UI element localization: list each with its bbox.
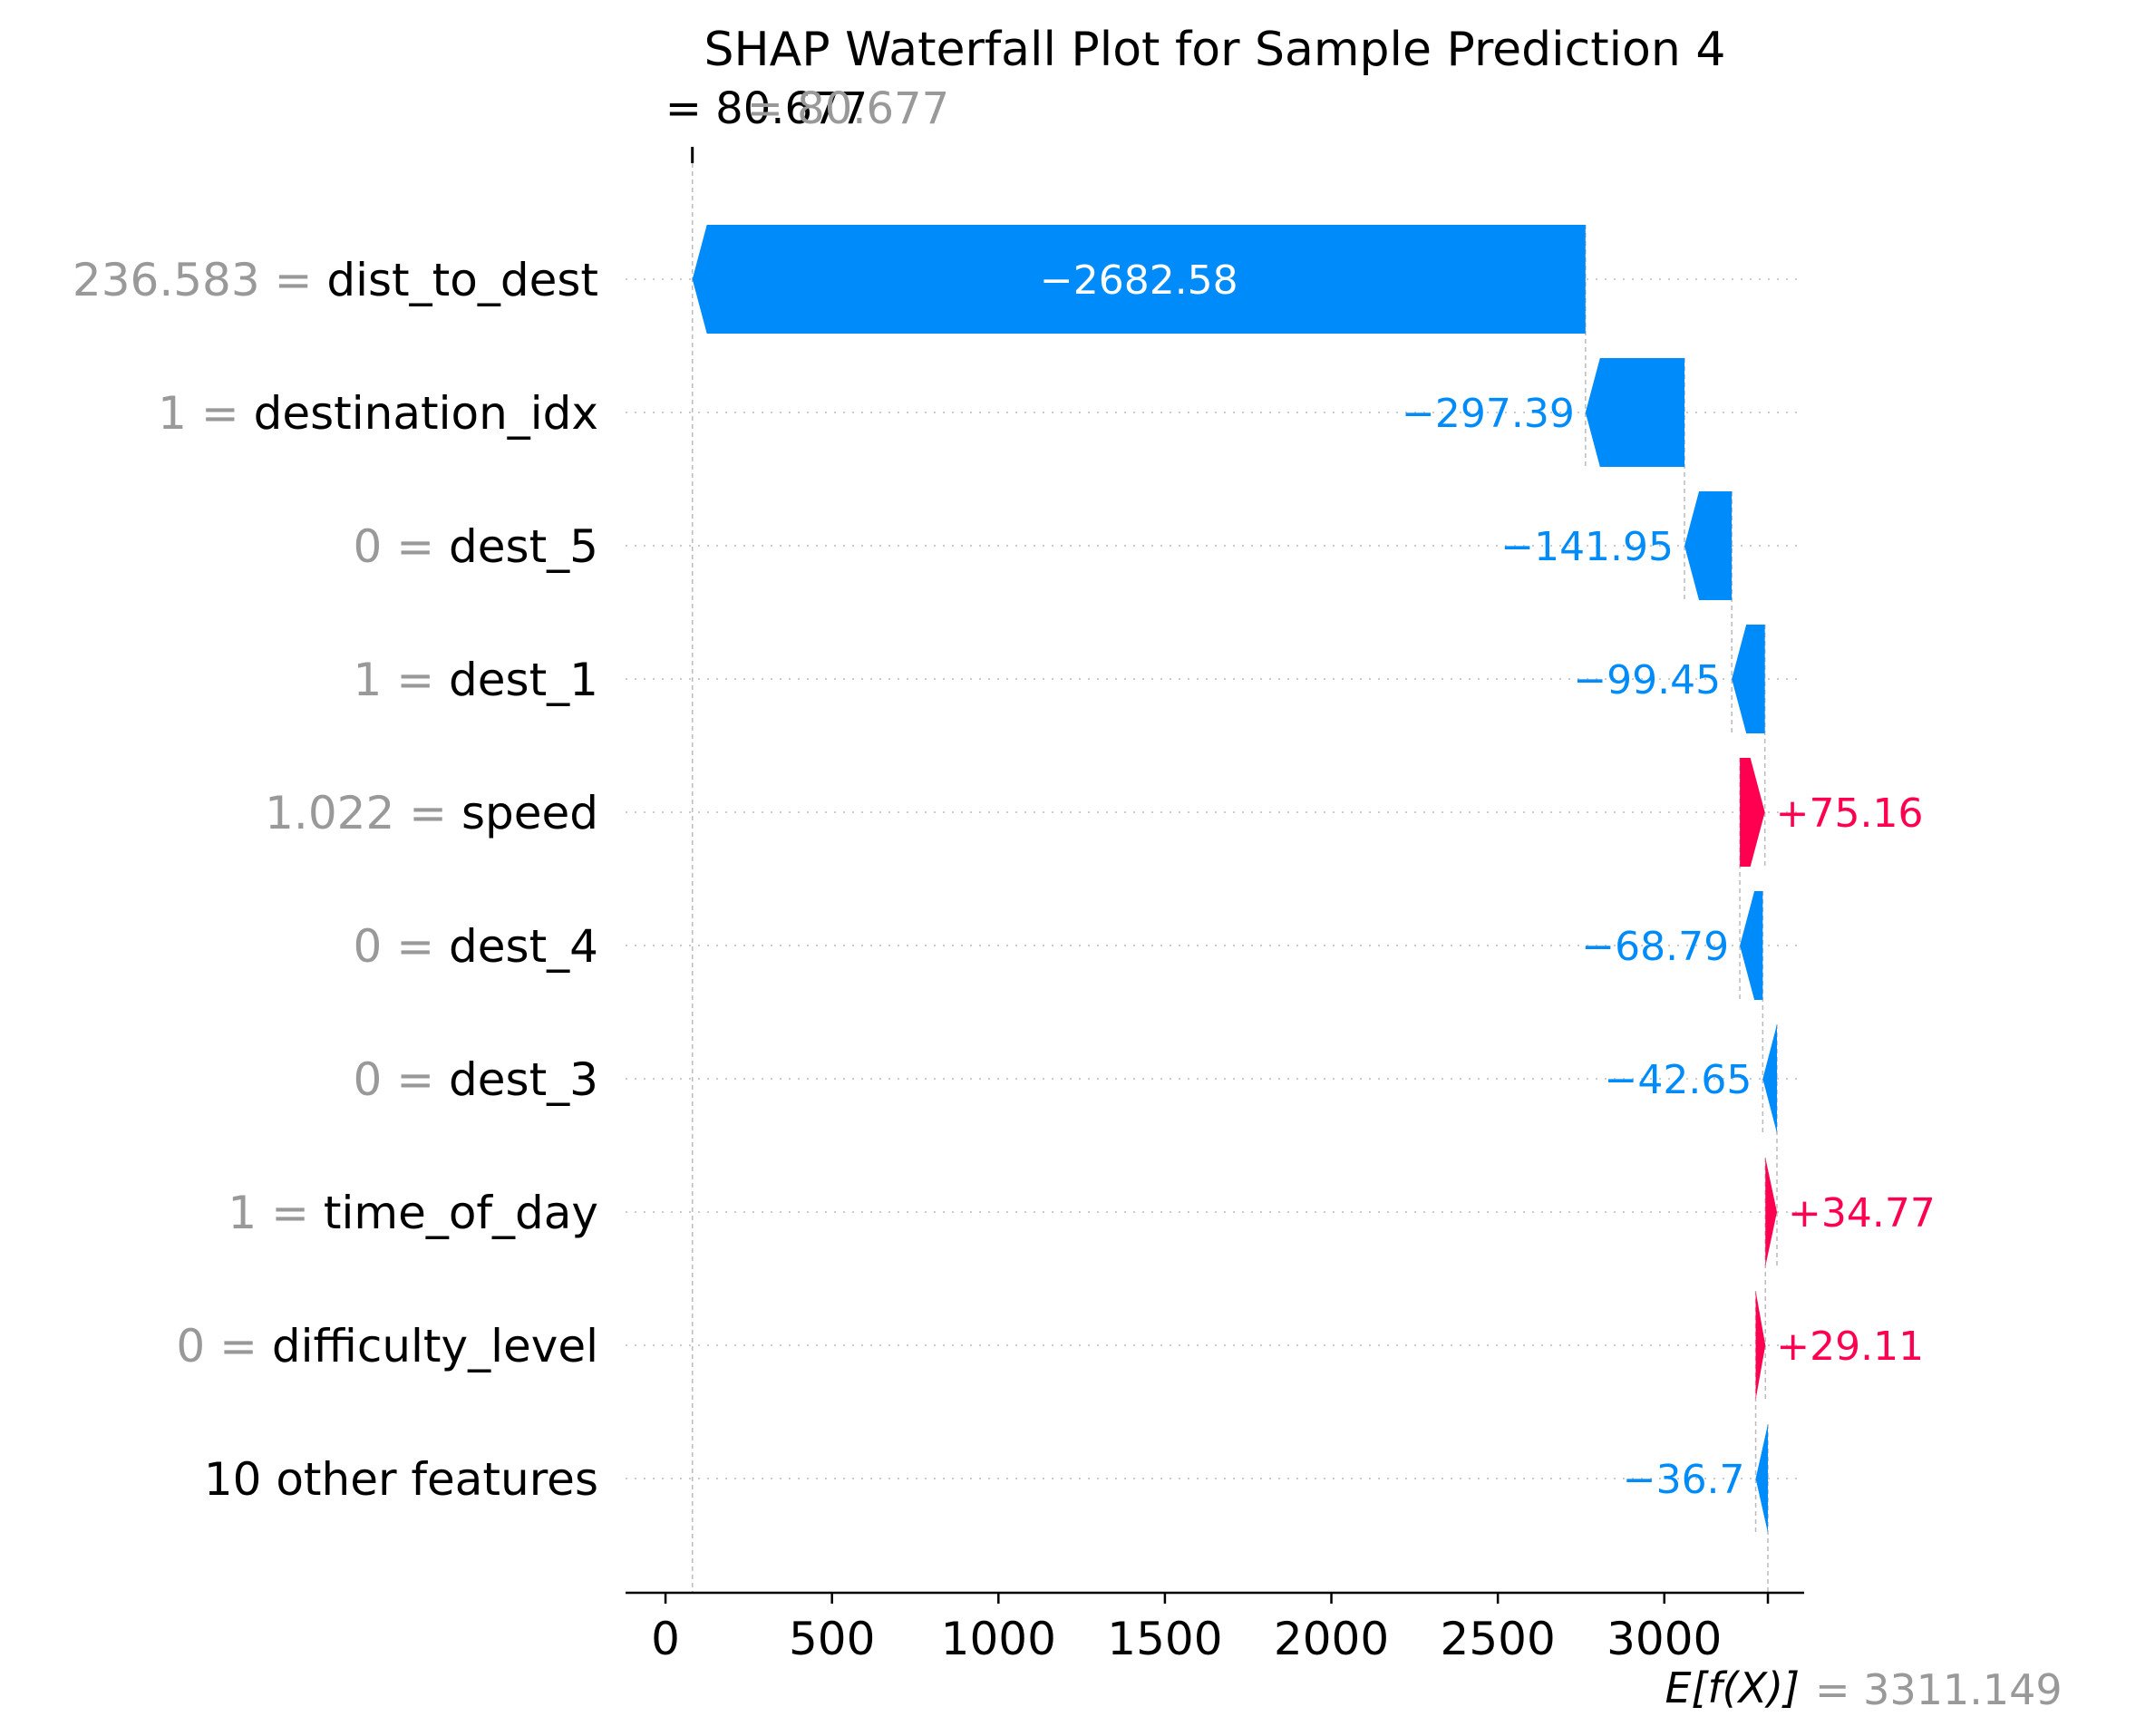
x-tick-label: 3000 (1607, 1613, 1722, 1665)
shap-value-label: −68.79 (1581, 924, 1729, 970)
feature-label: 1 = destination_idx (158, 387, 598, 440)
feature-name: dest_4 (449, 920, 598, 973)
feature-label: 10 other features (204, 1453, 598, 1506)
x-tick-label: 1000 (941, 1613, 1056, 1665)
shap-bar (1762, 1024, 1778, 1133)
shap-value-label: −297.39 (1402, 391, 1575, 437)
feature-name: dest_1 (449, 654, 598, 706)
base-value-label: = 3311.149 (1815, 1665, 2063, 1714)
feature-value: 0 = (176, 1320, 272, 1372)
shap-bar (1732, 625, 1765, 733)
shap-value-label: −42.65 (1605, 1057, 1752, 1103)
feature-name: dist_to_dest (326, 254, 598, 306)
shap-value-label: −36.7 (1623, 1457, 1745, 1503)
feature-label: 1.022 = speed (265, 787, 598, 839)
feature-value: 236.583 = (73, 254, 326, 306)
feature-name: dest_5 (449, 520, 598, 573)
shap-bar (1740, 891, 1763, 1000)
chart-title: SHAP Waterfall Plot for Sample Predictio… (704, 23, 1726, 77)
plot-area: −2682.58 236.583 = dist_to_dest −297.39 1 =… (73, 83, 2063, 1714)
feature-name: speed (461, 787, 598, 839)
feature-value: 0 = (354, 1053, 450, 1106)
feature-label: 0 = dest_3 (354, 1053, 598, 1106)
shap-bar (692, 225, 1586, 334)
x-tick-label: 2000 (1274, 1613, 1389, 1665)
x-tick-label: 500 (789, 1613, 875, 1665)
fx-value-label: = 80.677 (665, 83, 868, 134)
shap-value-label: +29.11 (1776, 1324, 1924, 1370)
feature-value: 1 = (228, 1187, 324, 1239)
shap-bar (1684, 491, 1733, 600)
feature-name: dest_3 (449, 1053, 598, 1106)
feature-label: 0 = dest_4 (354, 920, 598, 973)
feature-value: 1.022 = (265, 787, 461, 839)
feature-name: destination_idx (254, 387, 598, 440)
feature-name: time_of_day (324, 1187, 598, 1239)
feature-name: 10 other features (204, 1453, 598, 1506)
shap-bar (1755, 1424, 1769, 1533)
shap-value-label: −2682.58 (1040, 257, 1238, 304)
feature-label: 1 = dest_1 (354, 654, 598, 706)
shap-bar (1585, 358, 1685, 467)
shap-bar (1765, 1158, 1778, 1266)
feature-value: 1 = (354, 654, 450, 706)
shap-value-label: +75.16 (1776, 790, 1924, 837)
base-value-symbol: E[f(X)] (1665, 1663, 1800, 1712)
feature-value: 0 = (354, 520, 450, 573)
feature-label: 0 = difficulty_level (176, 1320, 598, 1372)
x-tick-label: 1500 (1107, 1613, 1222, 1665)
shap-bar (1740, 758, 1765, 867)
feature-label: 236.583 = dist_to_dest (73, 254, 598, 306)
fx-value-label-secondary: = 80.677 (747, 83, 949, 134)
feature-value: 1 = (158, 387, 254, 440)
x-tick-label: 0 (651, 1613, 680, 1665)
feature-label: 1 = time_of_day (228, 1187, 598, 1239)
shap-value-label: −99.45 (1573, 657, 1721, 703)
shap-bar (1755, 1291, 1766, 1400)
shap-value-label: +34.77 (1788, 1190, 1936, 1237)
feature-label: 0 = dest_5 (354, 520, 598, 573)
feature-value: 0 = (354, 920, 450, 973)
shap-value-label: −141.95 (1500, 524, 1674, 570)
x-tick-label: 2500 (1441, 1613, 1556, 1665)
feature-name: difficulty_level (272, 1320, 598, 1372)
